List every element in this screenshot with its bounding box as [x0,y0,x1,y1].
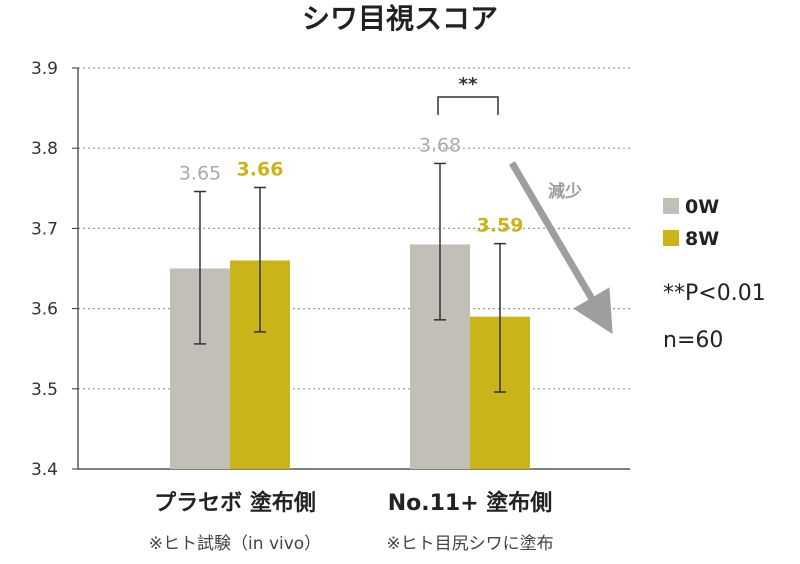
legend-swatch-0W [663,198,679,214]
footnote-left: ※ヒト試験（in vivo） [149,534,321,554]
decrease-arrow [508,161,613,335]
annotations: ** 減少 [437,74,613,335]
x-label-no11: No.11+ 塗布側 [388,490,553,516]
decrease-label: 減少 [548,181,582,202]
stats-note: **P<0.01 [663,281,766,306]
legend-label-8W: 8W [685,228,719,250]
footnote-right: ※ヒト目尻シワに塗布 [386,533,553,554]
legend-label-0W: 0W [685,196,719,218]
bars: 3.65 3.68 3.66 3.59 [170,134,530,469]
y-tick-label: 3.7 [31,219,58,239]
sample-note: n=60 [663,328,723,353]
y-tick-label: 3.5 [31,380,58,400]
y-axis: 3.4 3.5 3.6 3.7 3.8 3.9 [31,59,630,480]
y-tick-label: 3.9 [31,59,58,79]
significance-label: ** [459,74,478,95]
y-tick-label: 3.6 [31,300,58,320]
data-label: 3.59 [477,215,524,237]
data-label: 3.65 [179,163,221,185]
y-tick-label: 3.4 [31,460,58,480]
x-label-placebo: プラセボ 塗布側 [154,490,316,516]
chart-title: シワ目視スコア [302,2,498,35]
data-label: 3.68 [419,134,461,156]
significance-bracket [437,96,499,115]
y-tick-label: 3.8 [31,139,58,159]
data-label: 3.66 [237,158,284,180]
legend-swatch-8W [663,230,679,246]
